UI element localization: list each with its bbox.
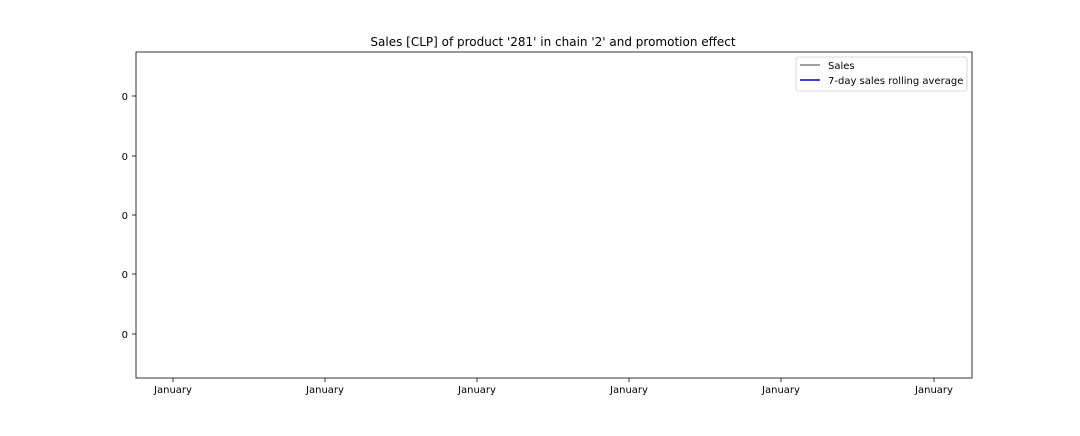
legend: Sales 7-day sales rolling average xyxy=(795,56,968,92)
x-tick-label: January xyxy=(305,385,344,396)
legend-box xyxy=(795,56,968,92)
y-tick-label: 0 xyxy=(122,152,128,163)
y-axis: 0 0 0 0 0 xyxy=(122,92,136,341)
x-axis: January January January January January Janua… xyxy=(153,378,953,396)
y-tick-label: 0 xyxy=(122,270,128,281)
x-tick-label: January xyxy=(609,385,648,396)
plot-area xyxy=(135,51,973,379)
x-tick-label: January xyxy=(761,385,800,396)
legend-label: Sales xyxy=(828,61,855,72)
y-tick-label: 0 xyxy=(122,211,128,222)
y-tick-label: 0 xyxy=(122,330,128,341)
chart-title: Sales [CLP] of product '281' in chain '2… xyxy=(370,35,735,49)
y-tick-label: 0 xyxy=(122,92,128,103)
x-tick-label: January xyxy=(457,385,496,396)
x-tick-label: January xyxy=(153,385,192,396)
legend-label: 7-day sales rolling average xyxy=(828,76,963,87)
x-tick-label: January xyxy=(914,385,953,396)
